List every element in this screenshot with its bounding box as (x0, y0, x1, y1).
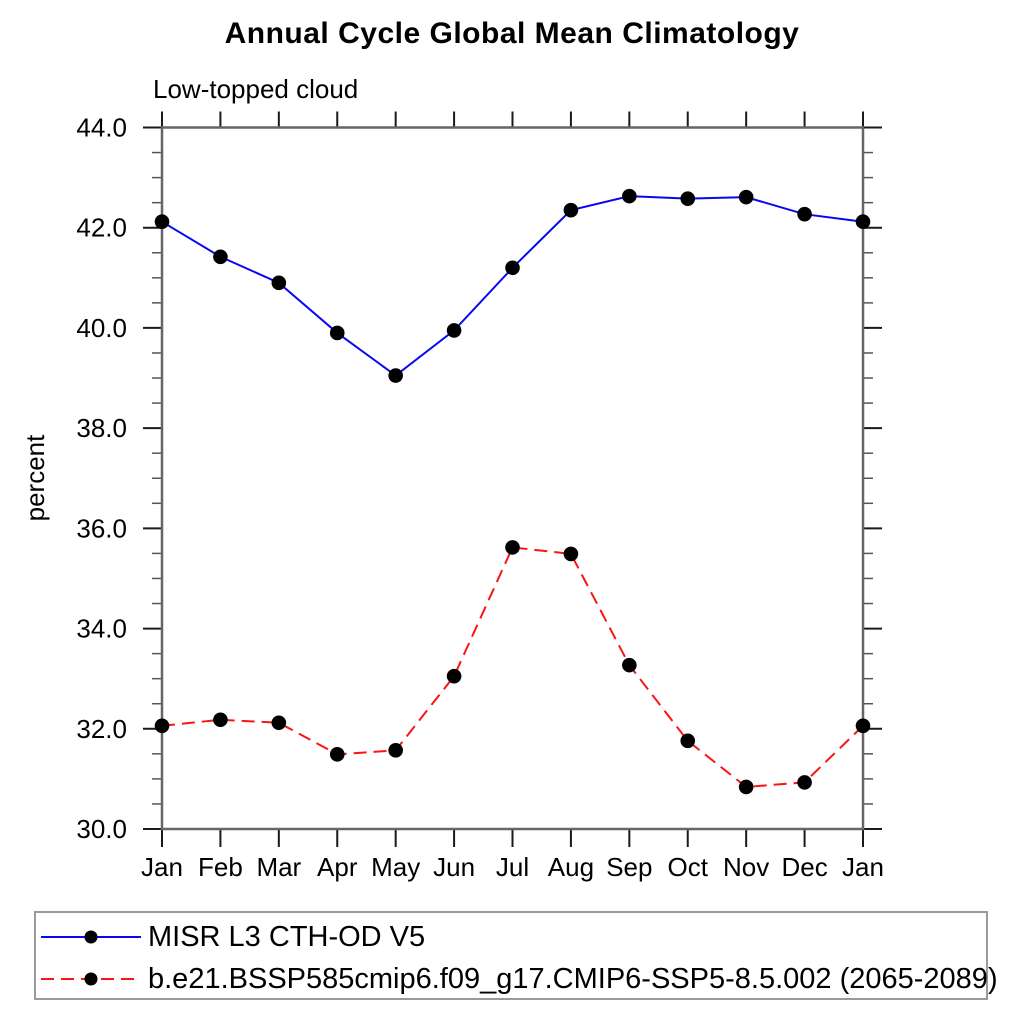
data-point-marker (622, 657, 637, 673)
series-line-misr (161, 195, 864, 377)
x-tick-label: Aug (548, 852, 594, 882)
data-point-marker (388, 368, 403, 383)
x-tick-label: Jan (842, 852, 884, 882)
y-tick-label: 40.0 (76, 313, 127, 343)
data-point-marker (797, 206, 812, 222)
data-point-marker (855, 214, 871, 230)
data-point-marker (388, 743, 403, 758)
x-tick-label: Mar (256, 852, 301, 882)
y-tick-label: 32.0 (76, 714, 127, 744)
data-point-marker (505, 260, 520, 276)
x-tick-label: Nov (723, 852, 769, 882)
y-tick-label: 42.0 (76, 213, 127, 243)
chart-title: Annual Cycle Global Mean Climatology (224, 17, 800, 50)
data-point-marker (329, 747, 345, 762)
data-point-marker (680, 191, 696, 206)
data-point-marker (855, 718, 871, 734)
legend-label-model: b.e21.BSSP585cmip6.f09_g17.CMIP6-SSP5-8.… (148, 962, 998, 995)
y-tick-label: 44.0 (76, 113, 127, 143)
legend-item-model: b.e21.BSSP585cmip6.f09_g17.CMIP6-SSP5-8.… (38, 962, 998, 995)
legend-line-sample-dashed (41, 972, 141, 986)
data-point-marker (446, 668, 462, 684)
plot-area-border (160, 126, 865, 831)
legend-item-misr: MISR L3 CTH-OD V5 (38, 920, 426, 953)
data-point-marker (271, 715, 287, 731)
y-tick-label: 30.0 (76, 814, 127, 844)
data-point-marker (563, 202, 579, 218)
data-point-marker (563, 546, 579, 562)
data-point-marker (680, 733, 696, 749)
y-tick-label: 36.0 (76, 513, 127, 543)
data-point-marker (213, 712, 228, 728)
x-tick-label: Apr (317, 852, 358, 882)
x-tick-label: Jan (141, 852, 183, 882)
y-tick-label: 34.0 (76, 614, 127, 644)
x-tick-label: Feb (198, 852, 243, 882)
legend-marker-icon (84, 930, 98, 944)
y-tick-label: 38.0 (76, 413, 127, 443)
data-point-marker (738, 779, 754, 795)
data-point-marker (622, 188, 637, 204)
x-tick-label: May (371, 852, 420, 882)
data-point-marker (154, 718, 170, 734)
legend-box: MISR L3 CTH-OD V5 b.e21.BSSP585cmip6.f09… (34, 911, 998, 1000)
x-tick-label: Oct (668, 852, 709, 882)
y-axis-label: percent (20, 434, 50, 521)
x-tick-label: Jul (496, 852, 529, 882)
data-point-marker (329, 325, 345, 341)
x-tick-label: Sep (606, 852, 652, 882)
legend-line-sample-solid (41, 930, 141, 944)
data-point-marker (213, 249, 228, 265)
x-tick-label: Dec (781, 852, 827, 882)
series-line-model (161, 546, 864, 788)
data-point-marker (154, 214, 170, 230)
data-point-marker (446, 323, 462, 338)
data-point-marker (738, 189, 754, 205)
data-point-marker (505, 540, 520, 555)
x-tick-label: Jun (433, 852, 475, 882)
data-point-marker (271, 275, 287, 291)
legend-label-misr: MISR L3 CTH-OD V5 (148, 920, 426, 953)
chart-subtitle: Low-topped cloud (153, 74, 359, 104)
data-point-marker (797, 775, 812, 790)
legend-marker-icon (84, 972, 98, 986)
